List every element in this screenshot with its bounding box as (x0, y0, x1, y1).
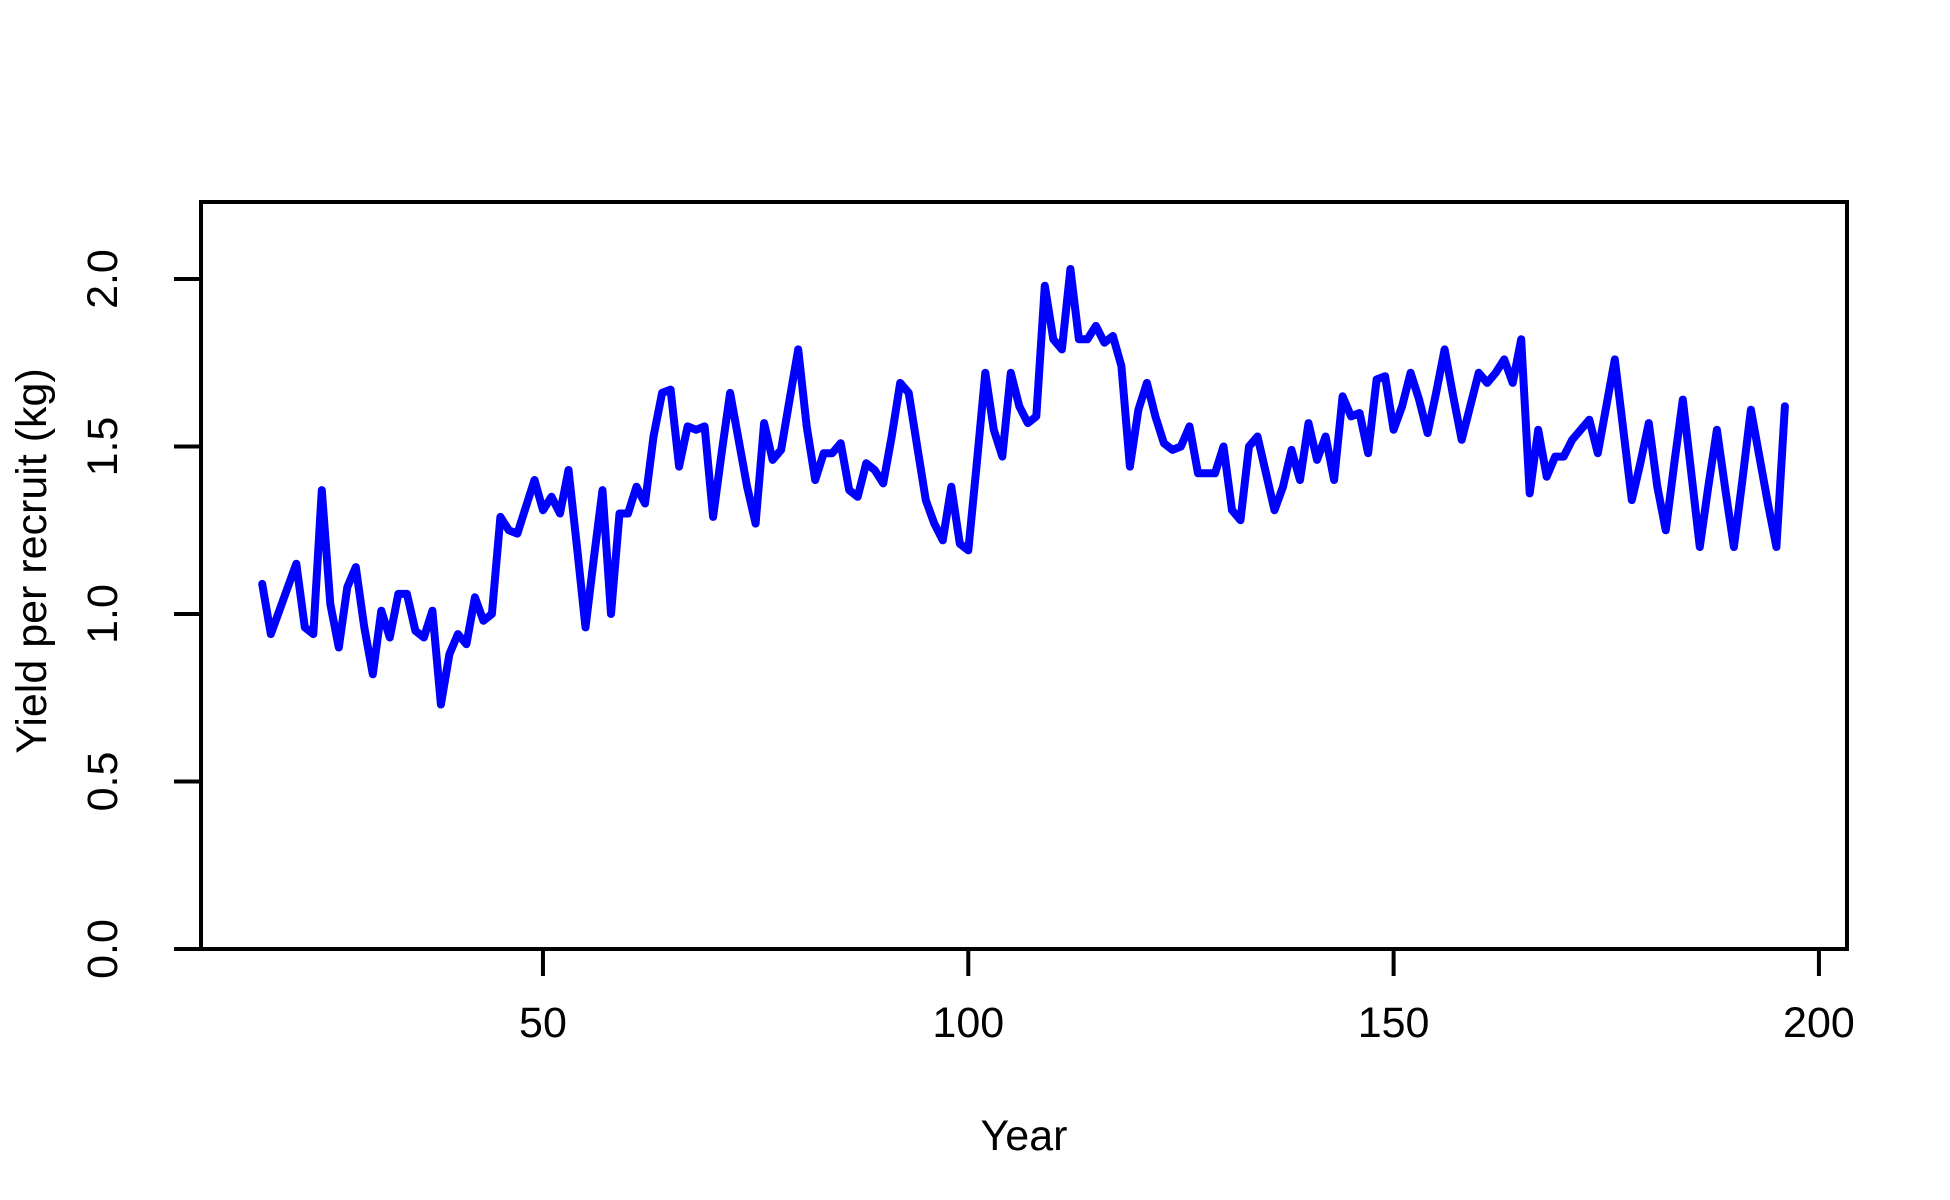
y-tick-label: 1.0 (79, 584, 127, 644)
y-axis-title: Yield per recruit (kg) (8, 368, 56, 754)
y-tick-label: 0.5 (79, 752, 127, 812)
y-axis-tick-labels: 0.0 0.5 1.0 1.5 2.0 (79, 249, 127, 979)
x-tick-label: 100 (932, 999, 1004, 1047)
x-tick-label: 150 (1358, 999, 1430, 1047)
data-series-group (258, 265, 1789, 709)
x-axis-tick-labels: 50 100 150 200 (519, 999, 1855, 1047)
data-series-line (258, 265, 1789, 709)
plot-border (199, 200, 1849, 951)
y-axis-ticks (174, 277, 201, 951)
x-tick-label: 200 (1783, 999, 1855, 1047)
x-axis-ticks (540, 949, 1821, 976)
x-tick-label: 50 (519, 999, 567, 1047)
y-tick-label: 2.0 (79, 249, 127, 309)
y-tick-label: 1.5 (79, 417, 127, 477)
y-tick-label: 0.0 (79, 919, 127, 979)
x-axis-title: Year (981, 1112, 1068, 1160)
